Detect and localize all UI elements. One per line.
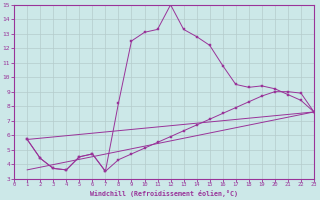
X-axis label: Windchill (Refroidissement éolien,°C): Windchill (Refroidissement éolien,°C) (90, 190, 238, 197)
